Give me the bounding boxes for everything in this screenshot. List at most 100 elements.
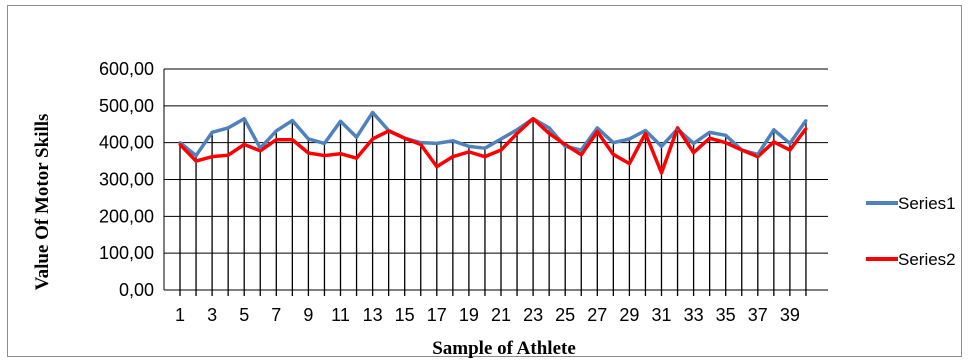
series1-point [788,141,792,145]
series2-point [627,162,631,166]
series2-point [467,150,471,154]
x-tick-label: 33 [684,305,704,325]
series2-point [274,138,278,142]
series1-point [708,130,712,134]
series2-point [290,138,294,142]
series2-point [611,152,615,156]
series2-point [451,155,455,159]
series2-point [419,143,423,147]
series1-point [274,129,278,133]
series1-point [611,141,615,145]
x-tick-label: 7 [271,305,281,325]
series-lines [178,110,808,175]
series2-point [483,155,487,159]
series1-point [515,128,519,132]
series2-point [499,148,503,152]
series1-point [595,126,599,130]
legend: Series1 Series2 [866,194,956,269]
series1-point [339,119,342,123]
series1-point [371,110,375,114]
series1-point [451,139,455,143]
legend-label-series2: Series2 [898,250,956,269]
series2-point [579,153,583,157]
series2-point [178,143,182,147]
x-tick-label: 17 [427,305,447,325]
series2-point [804,127,808,131]
y-tick-label: 100,00 [99,243,154,263]
series-line-2 [178,116,808,175]
chart-frame: 0,00 100,00 200,00 300,00 400,00 500,00 600,00… [7,5,962,358]
series2-point [403,136,407,140]
x-tick-label: 39 [780,305,800,325]
series1-point [355,135,359,139]
series2-point [387,129,391,133]
series2-point [692,151,696,155]
legend-label-series1: Series1 [898,194,956,213]
series1-point [804,119,808,123]
series2-point [724,141,728,145]
series2-point [531,117,535,121]
series2-point [242,143,246,147]
series1-point [756,152,760,156]
series1-point [660,144,663,148]
drop-lines [179,112,807,296]
axes [163,68,828,291]
x-tick-label: 37 [748,305,768,325]
x-tick-label: 5 [239,305,249,325]
series1-point [579,148,583,152]
x-tick-label: 29 [619,305,639,325]
x-tick-label: 23 [523,305,543,325]
series2-point [515,131,519,135]
series2-point [435,165,439,169]
x-tick-label: 25 [555,305,575,325]
series2-point [355,156,359,160]
y-tick-label: 400,00 [99,133,154,153]
x-tick-label: 35 [716,305,736,325]
series2-point [194,159,198,163]
series2-point [643,131,647,135]
series1-point [724,133,728,137]
series-line-1 [178,110,808,158]
series2-point [756,155,760,159]
series1-point [210,130,214,134]
series1-point [547,126,551,130]
y-tick-label: 0,00 [119,280,154,300]
series2-point [788,148,792,152]
x-tick-label: 21 [491,305,511,325]
series1-point [258,146,262,150]
x-tick-label: 13 [363,305,383,325]
y-axis-title: Value Of Motor Skills [32,114,53,291]
series1-point [242,117,246,121]
series1-point [435,141,439,145]
x-tick-labels: 1 3 5 7 9 11 13 15 17 19 21 23 25 27 29 31 33 35 37 39 [175,305,800,325]
series1-point [290,119,294,123]
x-tick-label: 11 [331,305,350,325]
series2-point [676,126,680,130]
y-tick-label: 200,00 [99,206,154,226]
y-tick-labels: 0,00 100,00 200,00 300,00 400,00 500,00 600,00 [99,59,154,300]
series2-point [708,136,712,140]
x-tick-label: 3 [207,305,217,325]
series2-point [210,155,214,159]
series1-point [483,146,487,150]
series1-point [692,141,696,145]
series2-point [772,140,776,144]
line-chart: 0,00 100,00 200,00 300,00 400,00 500,00 600,00… [32,59,956,358]
legend-item-series2: Series2 [866,250,956,269]
series1-point [772,128,776,132]
series1-point [306,137,310,141]
series2-point [322,154,326,158]
x-tick-label: 1 [175,305,185,325]
y-tick-label: 300,00 [99,170,154,190]
x-tick-label: 27 [587,305,607,325]
x-axis-title: Sample of Athlete [432,338,576,358]
series2-point [258,149,262,153]
series2-point [563,143,567,147]
series1-point [322,141,326,145]
series1-point [467,144,471,148]
x-tick-label: 19 [459,305,479,325]
series2-point [547,131,551,135]
x-tick-label: 9 [303,305,313,325]
series2-point [371,137,375,141]
series1-point [226,126,230,130]
